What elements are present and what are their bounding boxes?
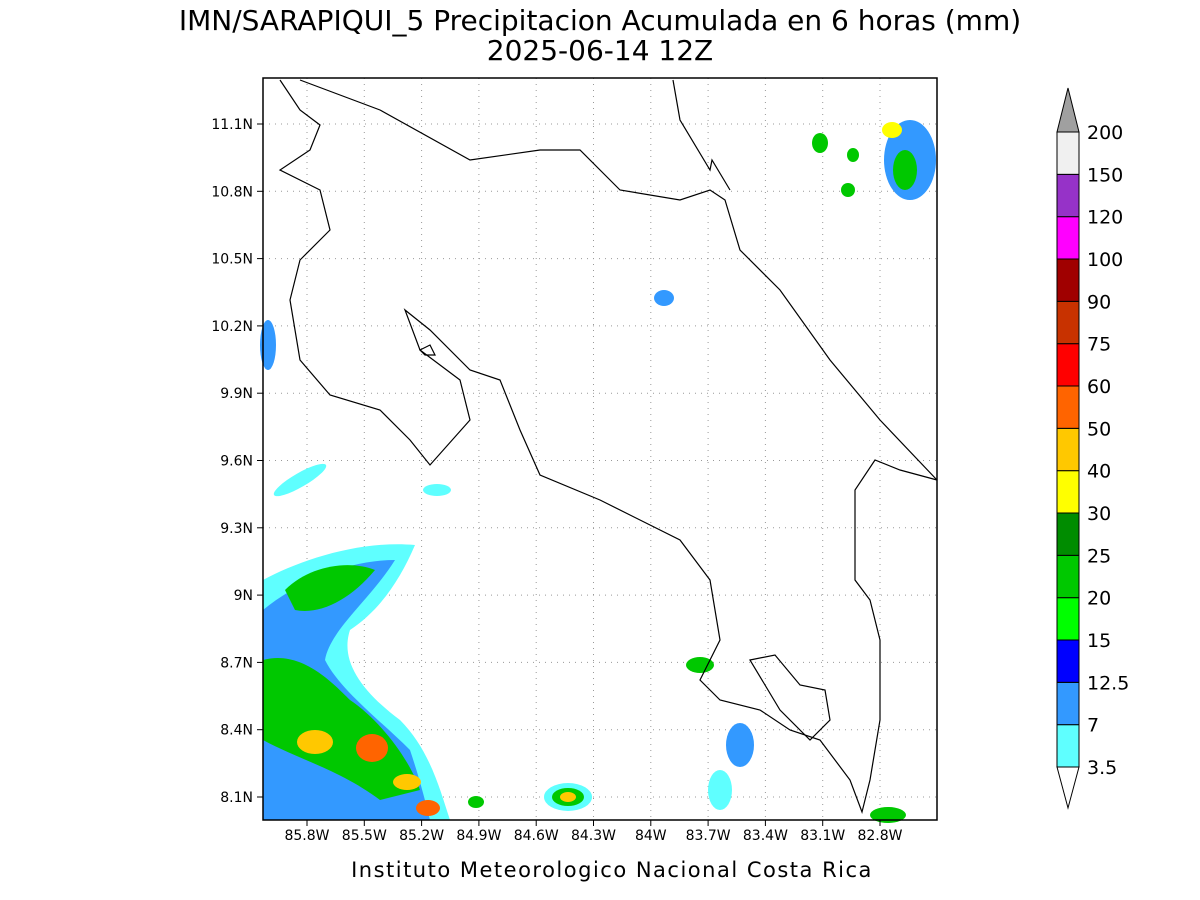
map-frame: [262, 77, 938, 821]
lon-tick-label: 83.4W: [743, 828, 788, 844]
ticks: 85.8W 85.5W 85.2W 84.9W 84.6W 84.3W 84W 83.7W 83…: [211, 117, 902, 844]
colorbar-segment: [1056, 343, 1080, 387]
lon-tick-label: 82.8W: [857, 828, 902, 844]
colorbar-segment: [1056, 512, 1080, 556]
lat-tick-label: 9N: [234, 588, 253, 604]
lat-tick-label: 9.6N: [220, 454, 253, 470]
colorbar-label: 90: [1087, 291, 1111, 313]
footer: Instituto Meteorologico Nacional Costa R…: [351, 858, 873, 882]
lon-tick-label: 84W: [635, 828, 667, 844]
lon-tick-label: 84.9W: [456, 828, 501, 844]
colorbar-label: 120: [1087, 207, 1123, 229]
colorbar-segment: [1056, 554, 1080, 599]
colorbar-label: 15: [1087, 630, 1111, 652]
colorbar-segment: [1056, 639, 1080, 683]
colorbar-segment: [1056, 470, 1080, 514]
colorbar-segment: [1056, 300, 1080, 345]
lat-tick-label: 8.7N: [220, 655, 253, 671]
colorbar-low: [1056, 766, 1080, 810]
colorbar-label: 7: [1087, 715, 1099, 737]
colorbar-label: 100: [1087, 249, 1123, 271]
colorbar-segment: [1056, 385, 1080, 429]
colorbar-high: [1056, 87, 1080, 133]
lon-tick-label: 85.5W: [342, 828, 387, 844]
lat-tick-label: 10.5N: [211, 252, 253, 268]
colorbar-label: 200: [1087, 122, 1123, 144]
lon-tick-label: 84.3W: [571, 828, 616, 844]
colorbar-label: 60: [1087, 376, 1111, 398]
colorbar-segment: [1056, 131, 1080, 175]
colorbar-segment: [1056, 427, 1080, 472]
colorbar-label: 20: [1087, 588, 1111, 610]
colorbar-label: 25: [1087, 545, 1111, 567]
subtitle: 2025-06-14 12Z: [487, 34, 713, 67]
colorbar-segment: [1056, 258, 1080, 302]
colorbar-label: 150: [1087, 164, 1123, 186]
lat-tick-label: 9.9N: [220, 386, 253, 402]
precipitation: [260, 120, 936, 823]
colorbar-segment: [1056, 724, 1080, 768]
lat-tick-label: 11.1N: [211, 117, 253, 133]
colorbar-segment: [1056, 173, 1080, 218]
grid: [263, 78, 937, 820]
lon-tick-label: 83.7W: [686, 828, 731, 844]
lat-tick-label: 10.2N: [211, 319, 253, 335]
lon-tick-label: 84.6W: [514, 828, 559, 844]
lat-tick-label: 8.1N: [220, 790, 253, 806]
colorbar-label: 3.5: [1087, 757, 1117, 779]
lat-tick-label: 10.8N: [211, 184, 253, 200]
lon-tick-label: 85.2W: [399, 828, 444, 844]
colorbar-label: 30: [1087, 503, 1111, 525]
coastline: [278, 79, 938, 815]
colorbar-label: 50: [1087, 418, 1111, 440]
colorbar-label: 40: [1087, 461, 1111, 483]
colorbar-label: 12.5: [1087, 672, 1129, 694]
colorbar-segment: [1056, 597, 1080, 641]
title: IMN/SARAPIQUI_5 Precipitacion Acumulada …: [179, 4, 1021, 37]
colorbar-segment: [1056, 216, 1080, 260]
lon-tick-label: 83.1W: [800, 828, 845, 844]
lat-tick-label: 9.3N: [220, 521, 253, 537]
lon-tick-label: 85.8W: [284, 828, 329, 844]
colorbar: 3.5 7 12.5 15 20 25 30 40 50 60 75 90 100 120 150 200: [1056, 87, 1129, 810]
lat-tick-label: 8.4N: [220, 723, 253, 739]
colorbar-label: 75: [1087, 334, 1111, 356]
colorbar-segment: [1056, 681, 1080, 726]
